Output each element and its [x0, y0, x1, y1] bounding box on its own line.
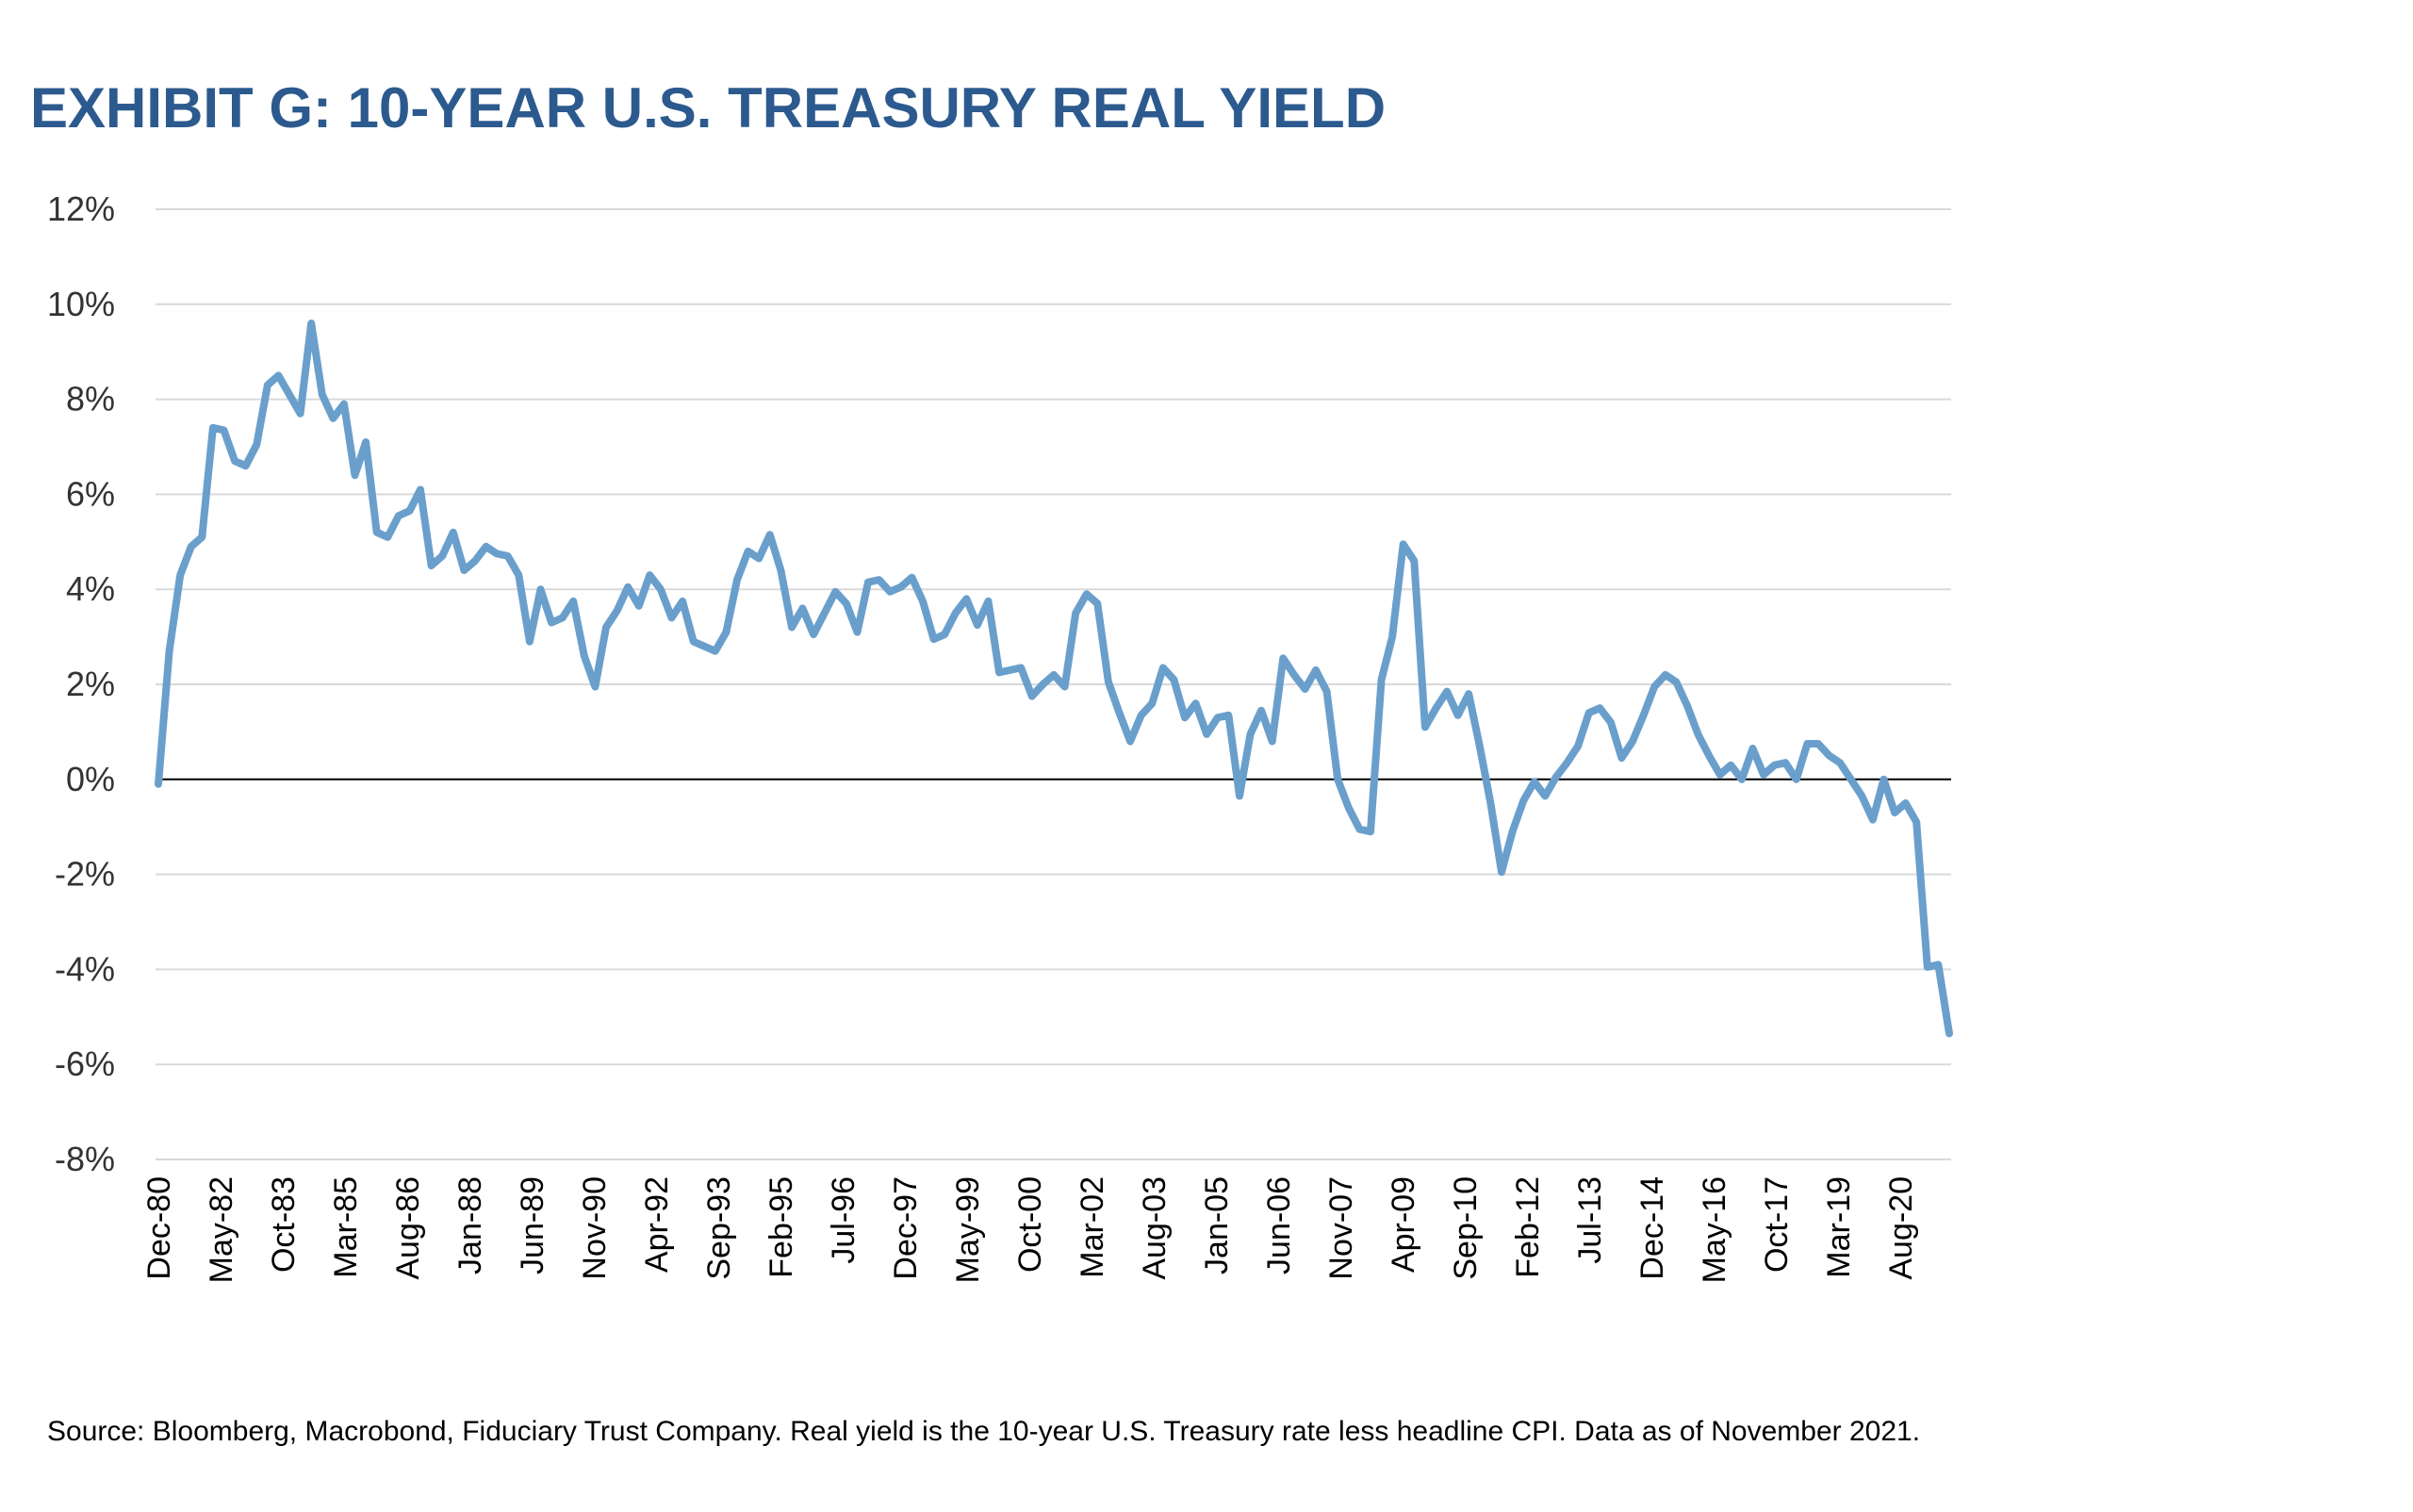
chart-title: EXHIBIT G: 10-YEAR U.S. TREASURY REAL YI… [30, 76, 1387, 140]
x-tick-label: Sep-93 [701, 1176, 737, 1280]
x-tick-label: Jun-89 [515, 1176, 550, 1274]
x-tick-label: Mar-19 [1821, 1176, 1857, 1278]
x-tick-label: May-99 [950, 1176, 986, 1283]
x-tick-label: Mar-02 [1075, 1176, 1110, 1278]
y-tick-label: -6% [55, 1044, 115, 1083]
x-tick-label: Nov-90 [577, 1176, 613, 1280]
y-tick-label: 6% [66, 474, 115, 513]
x-tick-label: Jul-96 [826, 1176, 862, 1264]
x-tick-label: Dec-14 [1634, 1176, 1670, 1280]
y-tick-label: 2% [66, 665, 115, 703]
y-tick-label: 0% [66, 760, 115, 798]
y-axis-ticks: -8% -6% -4% -2% 0% 2% 4% 6% 8% 10% 12% [47, 189, 115, 1178]
y-tick-label: 4% [66, 569, 115, 608]
series-group [155, 320, 1953, 1038]
y-tick-label: -8% [55, 1140, 115, 1178]
x-tick-label: Aug-86 [390, 1176, 426, 1280]
x-tick-label: May-82 [204, 1176, 239, 1283]
y-tick-label: 8% [66, 380, 115, 419]
line-chart: -8% -6% -4% -2% 0% 2% 4% 6% 8% 10% 12% Dec-80 May-8… [47, 189, 1953, 1283]
y-tick-label: -4% [55, 949, 115, 988]
x-tick-label: Jan-05 [1199, 1176, 1235, 1274]
x-tick-label: Sep-10 [1448, 1176, 1484, 1280]
x-tick-label: Dec-80 [141, 1176, 177, 1280]
x-tick-label: Aug-20 [1883, 1176, 1919, 1280]
x-tick-label: Jun-06 [1261, 1176, 1297, 1274]
x-tick-label: Aug-03 [1137, 1176, 1173, 1280]
x-tick-label: Nov-07 [1323, 1176, 1359, 1280]
y-tick-label: -2% [55, 855, 115, 894]
x-tick-label: Dec-97 [888, 1176, 924, 1280]
x-tick-label: Mar-85 [328, 1176, 364, 1278]
x-tick-label: Oct-17 [1759, 1176, 1795, 1273]
source-note: Source: Bloomberg, Macrobond, Fiduciary … [47, 1416, 1921, 1447]
x-tick-label: Apr-92 [639, 1176, 675, 1273]
x-tick-label: Oct-83 [266, 1176, 302, 1273]
x-tick-label: Feb-12 [1510, 1176, 1546, 1278]
x-axis-ticks: Dec-80 May-82 Oct-83 Mar-85 Aug-86 Jan-88 Jun-… [141, 1176, 1919, 1283]
x-tick-label: Jul-13 [1572, 1176, 1608, 1264]
x-tick-label: May-16 [1697, 1176, 1732, 1283]
x-tick-label: Jan-88 [452, 1176, 488, 1274]
x-tick-label: Apr-09 [1386, 1176, 1421, 1273]
y-tick-label: 10% [47, 285, 115, 323]
y-tick-label: 12% [47, 189, 115, 228]
x-tick-label: Oct-00 [1012, 1176, 1048, 1273]
x-tick-label: Feb-95 [763, 1176, 799, 1278]
series-line [155, 320, 1953, 1038]
gridlines [156, 208, 1951, 1160]
